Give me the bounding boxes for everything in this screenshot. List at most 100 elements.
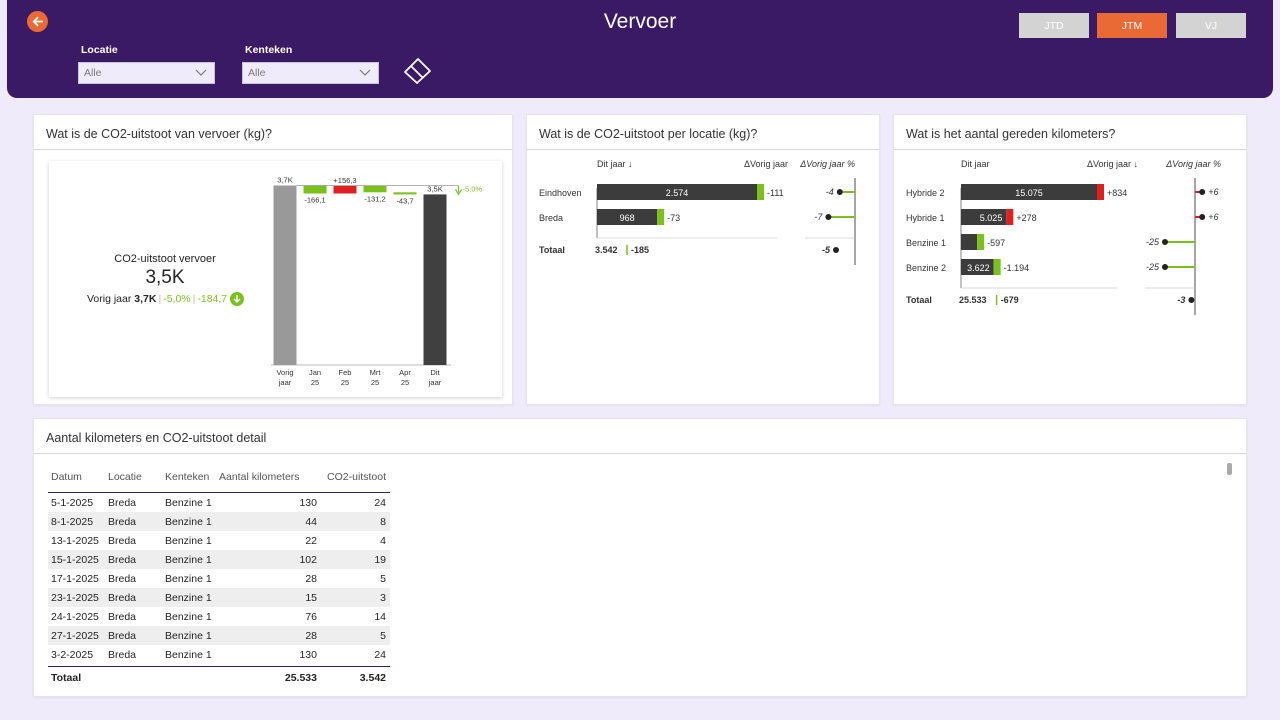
waterfall-bar[interactable]: [363, 185, 387, 193]
table-row[interactable]: 13-1-2025 Breda Benzine 1 22 4: [48, 531, 390, 550]
table-row[interactable]: 3-2-2025 Breda Benzine 1 130 24: [48, 645, 390, 664]
period-button-jtm[interactable]: JTM: [1097, 13, 1167, 38]
tick-label: 25: [401, 378, 409, 387]
table-row[interactable]: 17-1-2025 Breda Benzine 1 28 5: [48, 569, 390, 588]
column-header-datum[interactable]: Datum: [51, 471, 82, 483]
delta-label: -111: [767, 188, 784, 198]
pct-dot[interactable]: [1199, 189, 1206, 195]
kpi-delta-abs: -184,7: [197, 293, 228, 305]
divider: [34, 453, 1246, 454]
value-bar[interactable]: [961, 234, 978, 250]
waterfall-bar[interactable]: [393, 192, 417, 195]
total-label: Totaal: [539, 245, 565, 255]
total-value: 25.533: [959, 295, 987, 305]
table-total-row: Totaal 25.533 3.542: [48, 666, 390, 688]
column-header-current: Dit jaar: [961, 159, 990, 169]
delta-bar[interactable]: [657, 209, 665, 225]
cell-locatie: Breda: [108, 497, 137, 509]
value-bar[interactable]: [597, 184, 757, 200]
pct-dot[interactable]: [1162, 239, 1168, 245]
cell-kilometers: 130: [299, 649, 317, 661]
waterfall-bar[interactable]: [273, 185, 297, 365]
scrollbar-thumb[interactable]: [1227, 463, 1232, 475]
back-button[interactable]: [27, 11, 48, 32]
delta-bar[interactable]: [993, 259, 1001, 275]
cell-co2: 4: [380, 535, 386, 547]
data-label: 3,7K: [277, 176, 292, 185]
tick-label: Apr: [399, 368, 411, 377]
divider: [527, 149, 879, 150]
column-header-kilometers[interactable]: Aantal kilometers: [219, 471, 300, 483]
cell-kilometers: 28: [305, 573, 317, 585]
period-button-jtd[interactable]: JTD: [1019, 13, 1089, 38]
period-label-jtm: JTM: [1121, 19, 1143, 32]
column-header-delta-pct: ΔVorig jaar %: [1165, 159, 1221, 169]
cell-kenteken: Benzine 1: [165, 573, 212, 585]
kpi-label: CO2-uitstoot vervoer: [114, 253, 216, 265]
page-title: Vervoer: [603, 10, 677, 33]
table-row[interactable]: 8-1-2025 Breda Benzine 1 44 8: [48, 512, 390, 531]
value-bar[interactable]: [597, 209, 658, 225]
total-value: 3.542: [595, 245, 618, 255]
period-button-vj[interactable]: VJ: [1176, 13, 1246, 38]
value-bar[interactable]: [961, 209, 1007, 225]
cell-kenteken: Benzine 1: [165, 611, 212, 623]
pct-dot[interactable]: [833, 247, 839, 253]
table-body: 5-1-2025 Breda Benzine 1 130 24 8-1-2025 Breda…: [48, 493, 390, 664]
delta-bar[interactable]: [757, 184, 764, 200]
data-label: +156,3: [333, 176, 356, 185]
pct-dot[interactable]: [1199, 214, 1206, 220]
cell-co2: 19: [374, 554, 386, 566]
cell-datum: 24-1-2025: [51, 611, 99, 623]
total-km: 25.533: [284, 672, 317, 684]
delta-bar[interactable]: [1097, 184, 1104, 200]
table-row[interactable]: 27-1-2025 Breda Benzine 1 28 5: [48, 626, 390, 645]
value-label: 968: [620, 213, 635, 223]
pct-dot[interactable]: [825, 214, 832, 220]
table-row[interactable]: 24-1-2025 Breda Benzine 1 76 14: [48, 607, 390, 626]
delta-pct-label: -5,0%: [463, 185, 483, 194]
row-label: Breda: [539, 213, 563, 223]
value-bar[interactable]: [961, 259, 994, 275]
delta-label: +834: [1107, 188, 1127, 198]
slicer-label-locatie: Locatie: [81, 44, 118, 56]
pct-label: -25: [1146, 237, 1160, 247]
cell-kenteken: Benzine 1: [165, 535, 212, 547]
period-label-vj: VJ: [1204, 19, 1218, 32]
cell-locatie: Breda: [108, 630, 137, 642]
waterfall-bar[interactable]: [303, 185, 327, 194]
pct-dot[interactable]: [1188, 297, 1195, 303]
slicer-kenteken-value: Alle: [248, 67, 266, 79]
waterfall-bar[interactable]: [423, 194, 447, 365]
value-bar[interactable]: [961, 184, 1097, 200]
cell-kenteken: Benzine 1: [165, 630, 212, 642]
tick-label: Jan: [309, 368, 321, 377]
total-pct: -5: [822, 245, 831, 255]
eraser-icon[interactable]: [401, 55, 435, 85]
tick-label: jaar: [278, 378, 292, 387]
column-header-kenteken[interactable]: Kenteken: [165, 471, 210, 483]
pct-dot[interactable]: [836, 189, 843, 195]
waterfall-bar[interactable]: [333, 185, 357, 194]
column-header-locatie[interactable]: Locatie: [108, 471, 142, 483]
delta-bar[interactable]: [977, 234, 985, 250]
slicer-locatie[interactable]: Alle: [78, 62, 215, 84]
cell-datum: 3-2-2025: [51, 649, 94, 661]
delta-label: -1.194: [1004, 263, 1030, 273]
table-row[interactable]: 23-1-2025 Breda Benzine 1 15 3: [48, 588, 390, 607]
column-header-co2[interactable]: CO2-uitstoot: [327, 471, 386, 483]
cell-co2: 3: [380, 592, 386, 604]
column-header-delta-pct: ΔVorig jaar %: [799, 159, 855, 169]
pct-label: +6: [1208, 212, 1218, 222]
slicer-kenteken[interactable]: Alle: [242, 62, 379, 84]
cell-locatie: Breda: [108, 649, 137, 661]
tick-label: 25: [341, 378, 349, 387]
cell-co2: 8: [380, 516, 386, 528]
table-row[interactable]: 5-1-2025 Breda Benzine 1 130 24: [48, 493, 390, 512]
delta-bar[interactable]: [1006, 209, 1014, 225]
cell-locatie: Breda: [108, 573, 137, 585]
pct-dot[interactable]: [1162, 264, 1168, 270]
pct-label: -4: [826, 187, 834, 197]
table-row[interactable]: 15-1-2025 Breda Benzine 1 102 19: [48, 550, 390, 569]
cell-kilometers: 102: [299, 554, 317, 566]
